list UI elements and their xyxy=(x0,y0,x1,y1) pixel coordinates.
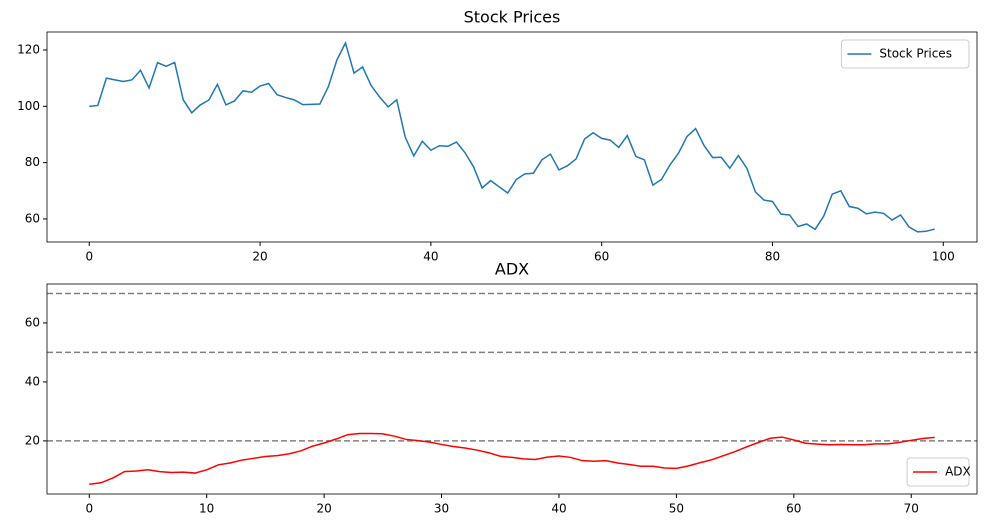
axes-frame xyxy=(46,31,978,243)
chart-title: Stock Prices xyxy=(464,8,561,27)
y-tick-label: 40 xyxy=(25,374,40,388)
data-line xyxy=(89,432,935,486)
x-tick-label: 20 xyxy=(252,250,267,264)
data-line xyxy=(89,40,935,233)
legend-label: Stock Prices xyxy=(879,47,952,61)
x-tick-label: 20 xyxy=(316,502,331,516)
x-tick-label: 70 xyxy=(904,502,919,516)
x-tick-label: 40 xyxy=(423,250,438,264)
y-tick-label: 80 xyxy=(25,155,40,169)
x-tick-label: 60 xyxy=(786,502,801,516)
x-tick-label: 30 xyxy=(434,502,449,516)
y-tick-label: 20 xyxy=(25,433,40,447)
x-tick-label: 0 xyxy=(85,502,93,516)
y-tick-label: 60 xyxy=(25,315,40,329)
x-tick-label: 100 xyxy=(932,250,955,264)
x-tick-label: 60 xyxy=(594,250,609,264)
x-tick-label: 40 xyxy=(551,502,566,516)
y-tick-label: 100 xyxy=(17,99,40,113)
legend-box xyxy=(840,39,970,69)
x-tick-label: 10 xyxy=(199,502,214,516)
chart-title: ADX xyxy=(495,260,529,279)
x-tick-label: 80 xyxy=(765,250,780,264)
legend-box xyxy=(906,457,970,487)
legend-label: ADX xyxy=(945,465,971,479)
x-tick-label: 50 xyxy=(669,502,684,516)
axes-frame xyxy=(46,283,978,495)
y-tick-label: 120 xyxy=(17,43,40,57)
x-tick-label: 0 xyxy=(85,250,93,264)
y-tick-label: 60 xyxy=(25,211,40,225)
